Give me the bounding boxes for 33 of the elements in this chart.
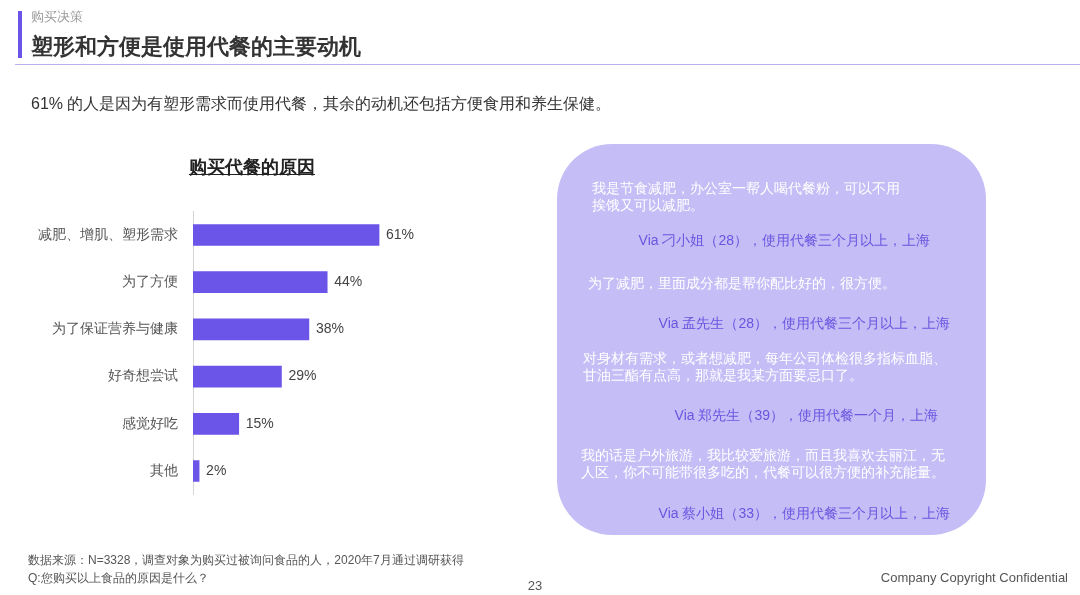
y-tick-label: 为了方便 bbox=[122, 273, 178, 290]
chart-subtitle: 61% 的人是因为有塑形需求而使用代餐，其余的动机还包括方便食用和养生保健。 bbox=[31, 94, 612, 114]
data-label: 15% bbox=[245, 414, 274, 431]
y-tick-label: 减肥、增肌、塑形需求 bbox=[38, 225, 178, 242]
data-label: 29% bbox=[288, 367, 317, 384]
y-tick-label: 感觉好吃 bbox=[122, 414, 178, 431]
bar bbox=[193, 412, 240, 435]
y-tick-label: 好奇想尝试 bbox=[108, 367, 178, 384]
data-label: 61% bbox=[386, 225, 415, 242]
text: Via 刁小姐（28），使用代餐三个月以上，上海 bbox=[637, 231, 930, 249]
text: 购买决策 bbox=[31, 7, 83, 25]
source-note: 数据来源：N=3328，调查对象为购买过被询问食品的人，2020年7月通过调研获得 bbox=[28, 552, 464, 568]
text: Via 蔡小姐（33），使用代餐三个月以上，上海 bbox=[657, 504, 950, 522]
data-label: 44% bbox=[334, 273, 363, 290]
bar bbox=[193, 271, 328, 294]
bar bbox=[193, 460, 200, 482]
text: 购买代餐的原因 bbox=[188, 155, 316, 179]
y-tick-label: 为了保证营养与健康 bbox=[52, 320, 178, 337]
text: 23 bbox=[526, 576, 544, 594]
data-label: 2% bbox=[206, 461, 227, 478]
bar bbox=[193, 224, 380, 246]
y-tick-label: 其他 bbox=[150, 461, 178, 478]
chart-title: 塑形和方便是使用代餐的主要动机 bbox=[31, 33, 361, 61]
bar bbox=[193, 365, 282, 388]
text: Via 孟先生（28），使用代餐三个月以上，上海 bbox=[657, 314, 950, 332]
text: 我是节食减肥，办公室一帮人喝代餐粉，可以不用挨饿又可以减肥。 bbox=[592, 179, 901, 214]
text: Via 郑先生（39），使用代餐一个月，上海 bbox=[673, 406, 938, 424]
text: 我的话是户外旅游，我比较爱旅游，而且我喜欢去丽江，无人区，你不可能带很多吃的，代餐可以很方便的补充能量。 bbox=[581, 446, 946, 481]
text: Company Copyright Confidential bbox=[879, 568, 1068, 586]
data-label: 38% bbox=[315, 320, 344, 337]
text: 为了减肥，里面成分都是帮你配比好的，很方便。 bbox=[588, 274, 897, 292]
bar bbox=[193, 318, 310, 341]
text: Q:您购买以上食品的原因是什么？ bbox=[28, 570, 209, 586]
